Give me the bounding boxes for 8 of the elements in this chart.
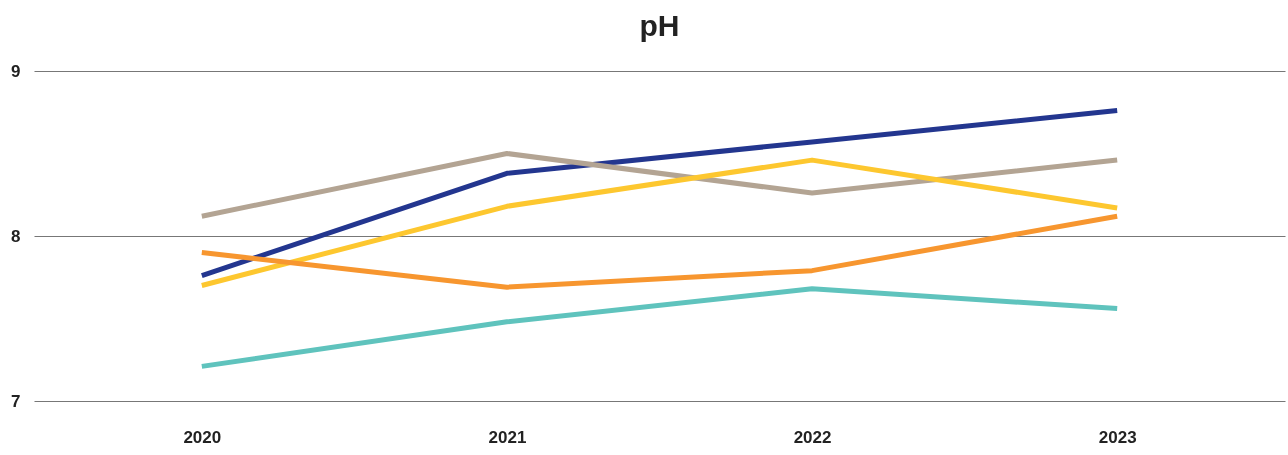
- x-tick-label: 2020: [183, 427, 222, 447]
- x-tick-label: 2021: [488, 427, 527, 447]
- y-tick-label: 8: [11, 226, 21, 246]
- x-tick-label: 2023: [1098, 427, 1137, 447]
- x-tick-label: 2022: [793, 427, 832, 447]
- y-tick-label: 9: [11, 61, 21, 81]
- y-tick-label: 7: [11, 391, 21, 411]
- chart-title: pH: [639, 9, 680, 42]
